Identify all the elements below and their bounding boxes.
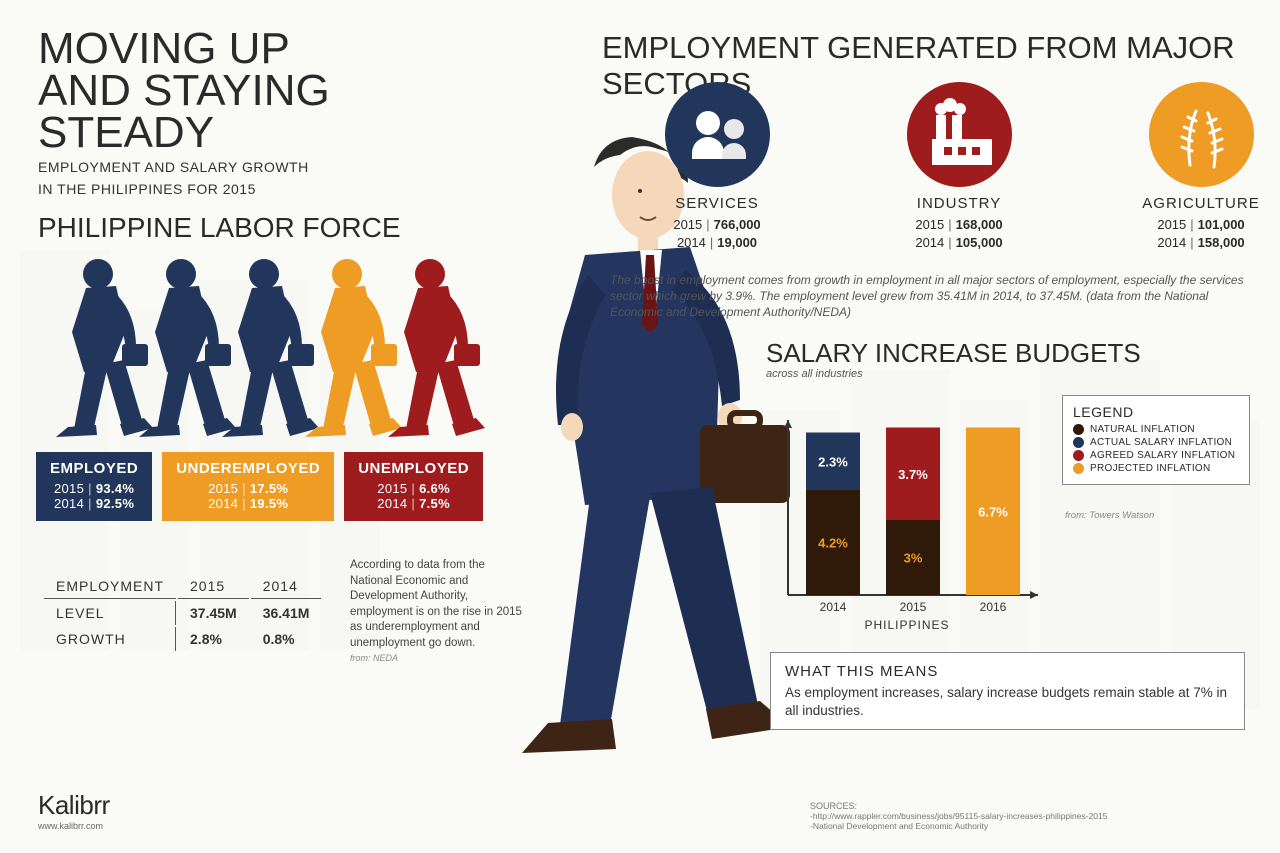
sector-services: SERVICES 2015|766,0002014|19,000	[642, 82, 792, 251]
svg-text:2015: 2015	[900, 600, 927, 614]
labor-walkers	[38, 252, 453, 437]
walker-icon	[370, 252, 485, 437]
table-row-level-label: LEVEL	[44, 601, 176, 625]
svg-text:3%: 3%	[904, 551, 923, 566]
employment-table: EMPLOYMENT 2015 2014 LEVEL 37.45M 36.41M…	[42, 572, 323, 653]
svg-text:2.3%: 2.3%	[818, 454, 848, 469]
legend-swatch	[1073, 450, 1084, 461]
labor-box-underemployed: UNDEREMPLOYED 2015|17.5%2014|19.5%	[162, 452, 334, 521]
sector-icon	[665, 82, 770, 187]
subtitle-line2: IN THE PHILIPPINES FOR 2015	[38, 181, 458, 197]
table-col-label: EMPLOYMENT	[44, 574, 176, 599]
legend-swatch	[1073, 463, 1084, 474]
legend-item: ACTUAL SALARY INFLATION	[1073, 437, 1239, 448]
labor-box-row: 2015|17.5%	[176, 481, 320, 496]
table-col-2015: 2015	[178, 574, 249, 599]
labor-box-unemployed: UNEMPLOYED 2015|6.6%2014|7.5%	[344, 452, 483, 521]
svg-text:2016: 2016	[980, 600, 1007, 614]
meaning-title: WHAT THIS MEANS	[785, 663, 1230, 680]
svg-text:3.7%: 3.7%	[898, 467, 928, 482]
meaning-box: WHAT THIS MEANS As employment increases,…	[770, 652, 1245, 730]
labor-box-title: UNDEREMPLOYED	[176, 460, 320, 477]
labor-box-row: 2015|93.4%	[50, 481, 138, 496]
labor-heading: PHILIPPINE LABOR FORCE	[38, 212, 401, 244]
table-col-2014: 2014	[251, 574, 322, 599]
sector-row: SERVICES 2015|766,0002014|19,000 INDUSTRY 2…	[642, 82, 1276, 251]
legend-swatch	[1073, 437, 1084, 448]
labor-box-title: UNEMPLOYED	[358, 460, 469, 477]
labor-box-row: 2014|92.5%	[50, 496, 138, 511]
sector-label: INDUSTRY	[884, 195, 1034, 212]
sources-label: SOURCES:	[810, 801, 1250, 811]
labor-boxes: EMPLOYED 2015|93.4%2014|92.5% UNDEREMPLOYE…	[36, 452, 483, 521]
table-row-level-2015: 37.45M	[178, 601, 249, 625]
salary-heading: SALARY INCREASE BUDGETS	[766, 338, 1141, 369]
sector-icon	[1149, 82, 1254, 187]
sector-agriculture: AGRICULTURE 2015|101,0002014|158,000	[1126, 82, 1276, 251]
table-row-growth-2014: 0.8%	[251, 627, 322, 651]
labor-box-employed: EMPLOYED 2015|93.4%2014|92.5%	[36, 452, 152, 521]
sector-data: 2015|168,0002014|105,000	[884, 216, 1034, 251]
meaning-text: As employment increases, salary increase…	[785, 684, 1230, 719]
footer-sources: SOURCES: -http://www.rappler.com/busines…	[810, 801, 1250, 831]
sector-data: 2015|766,0002014|19,000	[642, 216, 792, 251]
labor-box-title: EMPLOYED	[50, 460, 138, 477]
main-title-line1: MOVING UP	[38, 28, 458, 70]
legend-swatch	[1073, 424, 1084, 435]
labor-box-row: 2014|7.5%	[358, 496, 469, 511]
source-line-2: -National Development and Economic Autho…	[810, 821, 1250, 831]
legend-item: NATURAL INFLATION	[1073, 424, 1239, 435]
logo-text: Kalibrr	[38, 790, 110, 821]
svg-text:2014: 2014	[820, 600, 847, 614]
subtitle-line1: EMPLOYMENT AND SALARY GROWTH	[38, 159, 458, 175]
legend-title: LEGEND	[1073, 404, 1239, 420]
sector-industry: INDUSTRY 2015|168,0002014|105,000	[884, 82, 1034, 251]
legend-label: ACTUAL SALARY INFLATION	[1090, 437, 1232, 448]
legend-label: PROJECTED INFLATION	[1090, 463, 1211, 474]
table-row-growth-label: GROWTH	[44, 627, 176, 651]
sector-label: SERVICES	[642, 195, 792, 212]
labor-box-row: 2014|19.5%	[176, 496, 320, 511]
table-row-growth-2015: 2.8%	[178, 627, 249, 651]
legend-label: NATURAL INFLATION	[1090, 424, 1195, 435]
svg-text:PHILIPPINES: PHILIPPINES	[864, 618, 949, 632]
sector-icon	[907, 82, 1012, 187]
labor-blurb-source: from: NEDA	[350, 653, 398, 663]
logo-url: www.kalibrr.com	[38, 821, 110, 831]
footer-logo: Kalibrr www.kalibrr.com	[38, 790, 110, 831]
sector-data: 2015|101,0002014|158,000	[1126, 216, 1276, 251]
chart-legend: LEGEND NATURAL INFLATION ACTUAL SALARY IN…	[1062, 395, 1250, 485]
svg-text:6.7%: 6.7%	[978, 504, 1008, 519]
legend-source: from: Towers Watson	[1065, 510, 1154, 521]
title-block: MOVING UP AND STAYING STEADY EMPLOYMENT …	[38, 28, 458, 197]
source-line-1: -http://www.rappler.com/business/jobs/95…	[810, 811, 1250, 821]
salary-subheading: across all industries	[766, 368, 863, 380]
sector-blurb: The boost in employment comes from growt…	[610, 272, 1250, 321]
labor-box-row: 2015|6.6%	[358, 481, 469, 496]
main-title-line2: AND STAYING STEADY	[38, 70, 458, 154]
table-row-level-2014: 36.41M	[251, 601, 322, 625]
legend-item: PROJECTED INFLATION	[1073, 463, 1239, 474]
salary-bar-chart: 4.2% 2.3% 2014 3% 3.7% 2015 6.7% 2016 PHILIPPINE…	[766, 395, 1046, 635]
sector-label: AGRICULTURE	[1126, 195, 1276, 212]
svg-text:4.2%: 4.2%	[818, 536, 848, 551]
legend-item: AGREED SALARY INFLATION	[1073, 450, 1239, 461]
legend-label: AGREED SALARY INFLATION	[1090, 450, 1235, 461]
